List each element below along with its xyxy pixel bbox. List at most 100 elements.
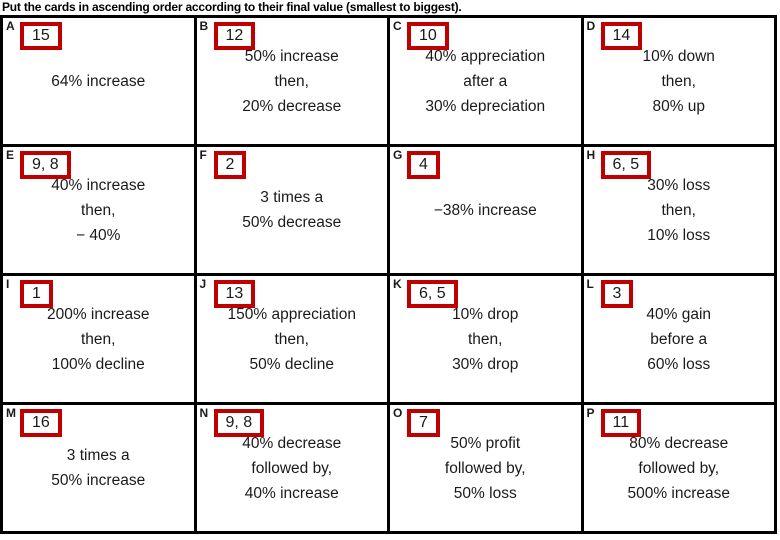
card-number-tag[interactable]: 6, 5 bbox=[600, 151, 652, 179]
card-M[interactable]: M 16 3 times a 50% increase bbox=[3, 405, 194, 531]
card-text-line: 20% decrease bbox=[242, 97, 342, 115]
card-K[interactable]: K 6, 5 10% drop then, 30% drop bbox=[390, 276, 581, 402]
card-text-line: −38% increase bbox=[433, 201, 537, 219]
card-number-tag[interactable]: 3 bbox=[600, 280, 634, 308]
card-text-line: 100% decline bbox=[51, 355, 145, 373]
card-P[interactable]: P 11 80% decrease followed by, 500% increase bbox=[583, 405, 775, 531]
card-text-line: 30% drop bbox=[452, 355, 519, 373]
card-number-tag[interactable]: 12 bbox=[213, 22, 256, 50]
card-text: 64% increase bbox=[3, 18, 194, 144]
card-text-line: 50% increase bbox=[51, 472, 146, 489]
card-text: 3 times a 50% increase bbox=[3, 405, 194, 531]
card-text-line: 40% increase bbox=[244, 484, 339, 502]
card-number-tag[interactable]: 7 bbox=[407, 409, 440, 437]
card-text-line: then, bbox=[274, 330, 309, 348]
card-text-line: 50% loss bbox=[453, 484, 517, 502]
card-text: 50% profit followed by, 50% loss bbox=[390, 405, 581, 531]
card-A[interactable]: A 15 64% increase bbox=[3, 18, 194, 144]
card-letter: F bbox=[199, 148, 207, 162]
card-C[interactable]: C 10 40% appreciation after a 30% depreciati… bbox=[390, 18, 581, 144]
card-number-tag[interactable]: 2 bbox=[213, 151, 247, 179]
card-text-line: 500% increase bbox=[627, 484, 731, 502]
card-text-line: 50% increase bbox=[244, 47, 339, 65]
card-text-line: then, bbox=[468, 330, 503, 348]
card-N[interactable]: N 9, 8 40% decrease followed by, 40% increas… bbox=[196, 405, 388, 531]
card-text: 40% decrease followed by, 40% increase bbox=[197, 405, 388, 531]
card-text-line: 40% increase bbox=[51, 176, 146, 194]
card-text-line: then, bbox=[81, 201, 116, 219]
card-text-line: 150% appreciation bbox=[227, 305, 356, 323]
card-text: 40% increase then, − 40% bbox=[3, 147, 194, 273]
card-letter: G bbox=[393, 148, 403, 162]
card-E[interactable]: E 9, 8 40% increase then, − 40% bbox=[3, 147, 194, 273]
card-text-line: 10% drop bbox=[452, 305, 519, 323]
card-text: 200% increase then, 100% decline bbox=[3, 276, 194, 402]
instruction-title: Put the cards in ascending order accordi… bbox=[2, 0, 462, 14]
card-number-tag[interactable]: 15 bbox=[20, 22, 62, 50]
card-letter: B bbox=[199, 19, 209, 33]
card-text-line: before a bbox=[650, 330, 708, 348]
card-text-line: then, bbox=[661, 201, 696, 219]
card-number-tag[interactable]: 14 bbox=[600, 22, 643, 50]
card-letter: M bbox=[6, 406, 16, 420]
card-I[interactable]: I 1 200% increase then, 100% decline bbox=[3, 276, 194, 402]
card-number-tag[interactable]: 1 bbox=[20, 280, 53, 308]
card-number-tag[interactable]: 10 bbox=[407, 22, 449, 50]
card-text-line: 40% appreciation bbox=[425, 47, 546, 65]
card-letter: C bbox=[393, 19, 402, 33]
card-text: 30% loss then, 10% loss bbox=[584, 147, 775, 273]
card-letter: E bbox=[6, 148, 15, 162]
card-number-tag[interactable]: 9, 8 bbox=[213, 409, 265, 437]
card-number-tag[interactable]: 9, 8 bbox=[20, 151, 71, 179]
card-text: −38% increase bbox=[390, 147, 581, 273]
card-grid: A 15 64% increase B 12 50% increase then, 20% d… bbox=[0, 15, 777, 534]
card-letter: L bbox=[586, 277, 594, 291]
card-letter: A bbox=[6, 19, 15, 33]
card-text: 3 times a 50% decrease bbox=[197, 147, 388, 273]
card-text-line: 3 times a bbox=[260, 189, 324, 206]
card-number-tag[interactable]: 16 bbox=[20, 409, 62, 437]
card-letter: O bbox=[393, 406, 403, 420]
card-H[interactable]: H 6, 5 30% loss then, 10% loss bbox=[583, 147, 775, 273]
card-text: 40% gain before a 60% loss bbox=[584, 276, 775, 402]
card-letter: I bbox=[6, 277, 10, 291]
card-letter: D bbox=[586, 19, 596, 33]
card-text-line: 200% increase bbox=[46, 305, 150, 323]
card-text-line: followed by, bbox=[444, 459, 526, 477]
card-number-tag[interactable]: 13 bbox=[213, 280, 256, 308]
card-B[interactable]: B 12 50% increase then, 20% decrease bbox=[196, 18, 388, 144]
card-text: 40% appreciation after a 30% depreciation bbox=[390, 18, 581, 144]
card-text-line: − 40% bbox=[76, 226, 121, 244]
card-text: 10% drop then, 30% drop bbox=[390, 276, 581, 402]
card-text-line: 80% decrease bbox=[629, 434, 729, 452]
card-number-tag[interactable]: 6, 5 bbox=[407, 280, 458, 308]
card-letter: N bbox=[199, 406, 209, 420]
card-number-tag[interactable]: 4 bbox=[407, 151, 440, 179]
card-L[interactable]: L 3 40% gain before a 60% loss bbox=[583, 276, 775, 402]
card-text-line: after a bbox=[463, 72, 508, 90]
card-text: 50% increase then, 20% decrease bbox=[197, 18, 388, 144]
card-text-line: then, bbox=[81, 330, 116, 348]
card-G[interactable]: G 4 −38% increase bbox=[390, 147, 581, 273]
card-text-line: 30% depreciation bbox=[425, 97, 546, 115]
card-number-tag[interactable]: 11 bbox=[600, 409, 642, 437]
card-J[interactable]: J 13 150% appreciation then, 50% decline bbox=[196, 276, 388, 402]
card-text-line: 50% profit bbox=[450, 434, 521, 452]
card-O[interactable]: O 7 50% profit followed by, 50% loss bbox=[390, 405, 581, 531]
card-text-line: followed by, bbox=[638, 459, 720, 477]
card-letter: J bbox=[199, 277, 207, 291]
card-text-line: then, bbox=[661, 72, 696, 90]
card-text-line: 30% loss bbox=[647, 176, 711, 194]
card-text-line: 40% gain bbox=[646, 305, 712, 323]
card-text-line: 64% increase bbox=[51, 72, 146, 90]
card-D[interactable]: D 14 10% down then, 80% up bbox=[583, 18, 774, 144]
card-text-line: 10% loss bbox=[647, 226, 711, 244]
card-text-line: 50% decrease bbox=[242, 214, 342, 231]
card-text-line: 40% decrease bbox=[242, 434, 342, 452]
card-letter: K bbox=[393, 277, 402, 291]
card-letter: P bbox=[586, 406, 595, 420]
card-text: 80% decrease followed by, 500% increase bbox=[584, 405, 775, 531]
card-text: 150% appreciation then, 50% decline bbox=[197, 276, 388, 402]
card-text-line: 80% up bbox=[652, 97, 706, 115]
